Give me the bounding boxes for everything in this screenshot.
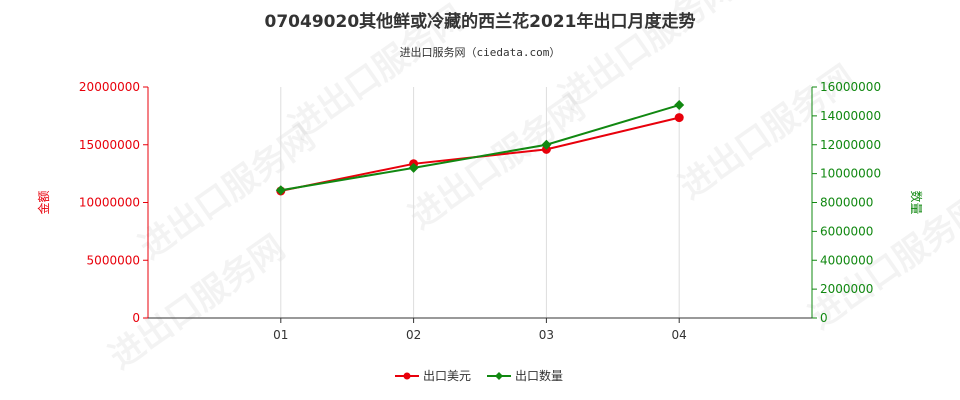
- y-tick-label-left: 10000000: [79, 196, 140, 210]
- chart-title: 07049020其他鲜或冷藏的西兰花2021年出口月度走势: [265, 11, 696, 32]
- y-axis-label-left: 金额: [36, 190, 51, 214]
- legend-marker: [495, 372, 503, 380]
- data-point: [408, 162, 419, 173]
- x-tick-label: 01: [273, 328, 288, 342]
- y-axis-label-right: 数量: [909, 190, 924, 214]
- legend-label: 出口美元: [423, 369, 471, 383]
- legend-label: 出口数量: [515, 368, 563, 383]
- y-tick-label-left: 0: [132, 311, 140, 325]
- x-tick-label: 02: [406, 328, 421, 342]
- y-tick-label-right: 4000000: [820, 253, 873, 267]
- y-tick-label-right: 14000000: [820, 109, 881, 123]
- series-layer: [275, 100, 685, 196]
- x-tick-label: 04: [672, 328, 687, 342]
- data-point: [674, 113, 684, 123]
- y-tick-label-left: 15000000: [79, 138, 140, 152]
- y-tick-label-right: 12000000: [820, 138, 881, 152]
- series-line-2: [280, 104, 680, 192]
- y-tick-label-right: 16000000: [820, 80, 881, 94]
- legend-marker: [403, 372, 411, 380]
- y-tick-label-left: 5000000: [87, 253, 140, 267]
- y-tick-label-right: 0: [820, 311, 828, 325]
- data-point: [541, 139, 552, 150]
- watermark-text: 进出口服务网: [102, 228, 292, 378]
- chart-subtitle: 进出口服务网（ciedata.com）: [400, 45, 561, 59]
- y-tick-label-right: 8000000: [820, 196, 873, 210]
- y-tick-label-right: 10000000: [820, 167, 881, 181]
- watermark-text: 进出口服务网: [132, 118, 322, 268]
- legend[interactable]: 出口美元 出口数量: [395, 368, 563, 383]
- y-tick-label-left: 20000000: [79, 80, 140, 94]
- x-tick-label: 03: [539, 328, 554, 342]
- data-point: [275, 185, 286, 196]
- y-tick-label-right: 2000000: [820, 282, 873, 296]
- axes: 0 5000000 10000000 15000000 20000000 0 2000000…: [79, 80, 881, 342]
- data-point: [674, 100, 685, 111]
- y-tick-label-right: 6000000: [820, 224, 873, 238]
